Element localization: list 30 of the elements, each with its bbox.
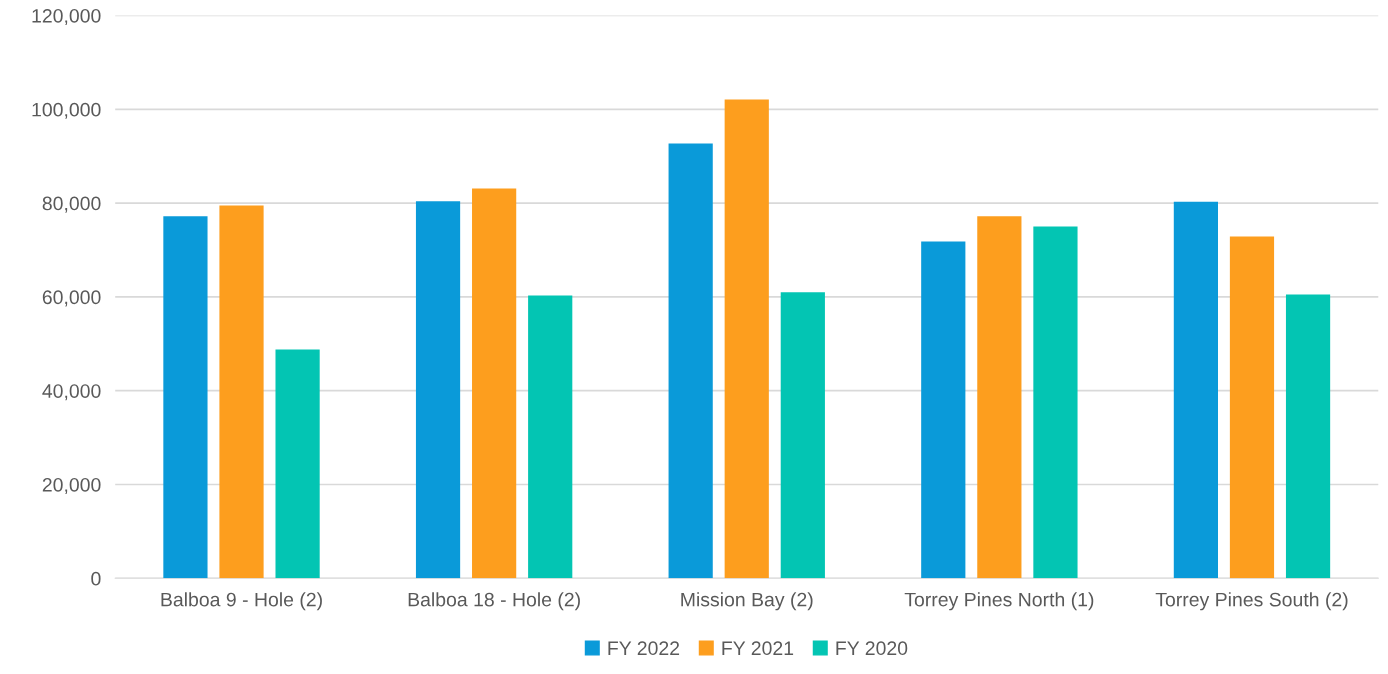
bar	[528, 295, 573, 579]
bar	[668, 143, 713, 579]
legend-label: FY 2021	[722, 641, 794, 656]
y-tick-label: 20,000	[42, 477, 101, 495]
bar	[1229, 236, 1275, 579]
bar	[1173, 201, 1218, 579]
bar	[415, 201, 461, 579]
y-tick-label: 120,000	[32, 8, 101, 26]
bar	[977, 216, 1022, 579]
legend-label: FY 2022	[608, 641, 680, 656]
bar	[921, 241, 966, 579]
x-tick-label: Balboa 9 - Hole (2)	[161, 592, 322, 611]
x-tick-label: Mission Bay (2)	[681, 592, 813, 611]
bar	[1033, 226, 1078, 579]
bar	[163, 216, 208, 579]
x-tick-label: Torrey Pines North (1)	[904, 592, 1094, 611]
legend-label: FY 2020	[836, 641, 908, 656]
y-tick-label: 0	[91, 571, 101, 586]
bar	[780, 292, 825, 579]
bar	[1285, 294, 1331, 579]
y-tick-label: 80,000	[42, 196, 101, 213]
bar	[219, 205, 264, 579]
bar	[724, 99, 769, 579]
y-tick-label: 60,000	[42, 290, 101, 307]
y-tick-label: 40,000	[42, 384, 101, 401]
y-tick-label: 100,000	[32, 102, 101, 119]
bar	[275, 349, 320, 579]
x-tick-label: Balboa 18 - Hole (2)	[408, 592, 580, 611]
x-tick-label: Torrey Pines South (2)	[1155, 592, 1348, 611]
bar	[472, 188, 517, 579]
